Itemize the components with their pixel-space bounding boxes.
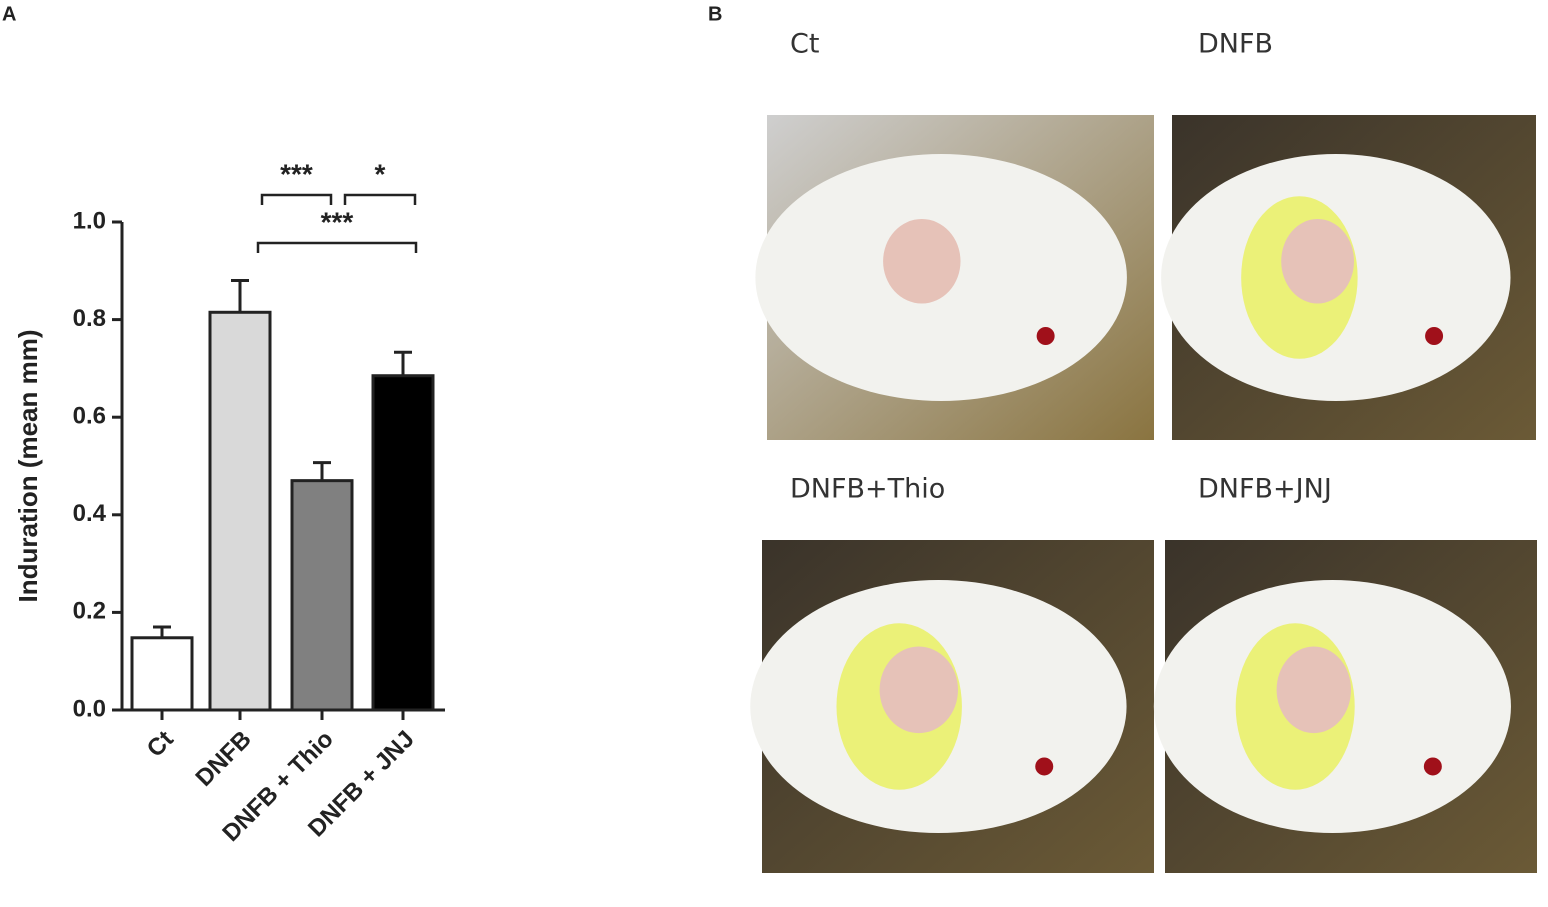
ear [1276,646,1352,734]
y-tick-label: 0.8 [73,305,106,332]
significance-label: *** [280,158,313,189]
ear [883,219,961,304]
ear [879,646,958,734]
eye [1423,757,1442,776]
eye [1035,757,1054,776]
photo-caption: DNFB+Thio [790,474,945,505]
photo-panel [750,115,1537,873]
significance-bracket [343,193,417,205]
bar [208,310,272,712]
photo-caption: DNFB+JNJ [1198,474,1332,505]
significance-bracket [260,193,333,205]
panel-label: A [2,3,16,25]
x-tick-label: Ct [142,726,179,763]
photo-caption: DNFB [1198,29,1273,60]
eye [1425,327,1444,345]
x-tick-label: DNFB [191,726,257,792]
bar [130,636,194,712]
panel-label: B [708,3,722,25]
y-axis-label: Induration (mean mm) [13,329,43,602]
bar [371,374,435,712]
photo-caption: Ct [790,29,819,60]
significance-bracket [256,241,418,253]
y-tick-label: 0.2 [73,598,106,625]
y-tick-label: 0.0 [73,695,106,722]
y-tick-label: 1.0 [73,207,106,234]
ear [1281,219,1354,304]
bar [290,479,354,712]
significance-label: *** [321,206,354,237]
y-tick-label: 0.4 [73,500,107,527]
eye [1036,327,1055,345]
significance-label: * [375,158,386,189]
y-tick-label: 0.6 [73,403,106,430]
